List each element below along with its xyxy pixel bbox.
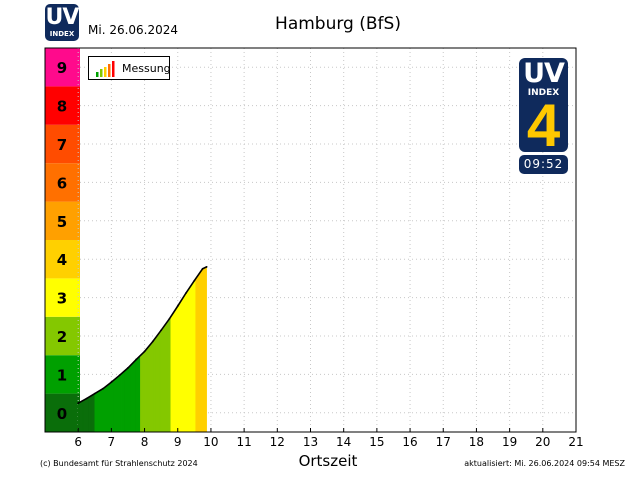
bar-chart-icon	[96, 61, 115, 77]
data-point	[168, 317, 171, 320]
x-tick-label: 20	[535, 435, 550, 449]
x-tick-label: 16	[402, 435, 417, 449]
y-tick-label: 5	[57, 213, 67, 231]
x-axis: 6 7 8 9 10 11 12 13 14 15 16 17 18 19 20 21	[74, 428, 584, 449]
data-point	[201, 267, 204, 270]
y-tick-label: 8	[57, 98, 67, 116]
uv-color-scale: 0 1 2 3 4 5 6 7 8 9	[45, 48, 80, 432]
y-tick-label: 4	[57, 251, 67, 269]
uv-level-2	[45, 316, 80, 356]
x-tick-label: 10	[203, 435, 218, 449]
x-tick-label: 12	[270, 435, 285, 449]
data-point	[143, 350, 146, 353]
y-tick-label: 0	[57, 405, 67, 423]
x-tick-label: 13	[303, 435, 318, 449]
uv-level-0	[45, 393, 80, 432]
logo-subtext: INDEX	[49, 30, 75, 38]
x-tick-label: 21	[568, 435, 583, 449]
uv-level-5	[45, 201, 80, 240]
copyright: (c) Bundesamt für Strahlenschutz 2024	[40, 459, 198, 468]
area-segment	[205, 266, 207, 433]
legend-label: Messung	[122, 62, 171, 75]
uv-level-8	[45, 86, 80, 125]
date-label: Mi. 26.06.2024	[88, 23, 179, 37]
uv-level-9	[45, 48, 80, 87]
x-tick-label: 8	[141, 435, 149, 449]
data-point	[93, 392, 96, 395]
uv-level-3	[45, 278, 80, 317]
data-point	[176, 305, 179, 307]
legend: Messung	[88, 56, 171, 80]
data-point	[77, 402, 80, 405]
data-point	[185, 292, 187, 294]
data-point	[118, 374, 121, 377]
x-tick-label: 15	[369, 435, 384, 449]
current-time: 09:52	[519, 155, 568, 174]
data-point	[160, 329, 163, 332]
y-tick-label: 1	[57, 366, 67, 384]
x-tick-label: 19	[502, 435, 517, 449]
x-tick-label: 9	[174, 435, 182, 449]
y-tick-label: 7	[57, 136, 67, 154]
chart-title: Hamburg (BfS)	[275, 14, 401, 34]
y-tick-label: 2	[57, 328, 67, 346]
logo-text: UV	[45, 5, 80, 30]
data-point	[151, 340, 154, 343]
x-tick-label: 6	[74, 435, 82, 449]
current-uv-badge: UV INDEX 4	[519, 58, 568, 159]
data-point	[102, 387, 104, 390]
badge-subtext: INDEX	[527, 88, 560, 98]
x-axis-title: Ortszeit	[298, 452, 358, 470]
x-tick-label: 18	[469, 435, 484, 449]
uv-index-logo: UV INDEX	[45, 4, 79, 41]
data-point	[110, 381, 113, 383]
x-tick-label: 11	[236, 435, 251, 449]
updated-timestamp: aktualisiert: Mi. 26.06.2024 09:54 MESZ	[464, 459, 625, 468]
badge-text: UV	[523, 58, 565, 89]
y-tick-label: 6	[57, 174, 67, 192]
x-tick-label: 14	[336, 435, 351, 449]
uv-line	[77, 265, 208, 405]
x-tick-label: 17	[436, 435, 451, 449]
y-tick-label: 9	[57, 59, 67, 77]
data-point	[193, 279, 196, 282]
grid-lines	[77, 48, 576, 432]
data-point	[205, 265, 208, 268]
x-tick-label: 7	[108, 435, 116, 449]
uv-level-7	[45, 124, 80, 164]
uv-level-6	[45, 163, 80, 202]
data-point	[85, 397, 88, 400]
current-uv-value: 4	[526, 92, 561, 159]
uv-level-4	[45, 240, 80, 279]
uv-level-1	[45, 355, 80, 394]
y-tick-label: 3	[57, 290, 67, 308]
data-point	[127, 366, 129, 369]
data-point	[135, 358, 138, 361]
